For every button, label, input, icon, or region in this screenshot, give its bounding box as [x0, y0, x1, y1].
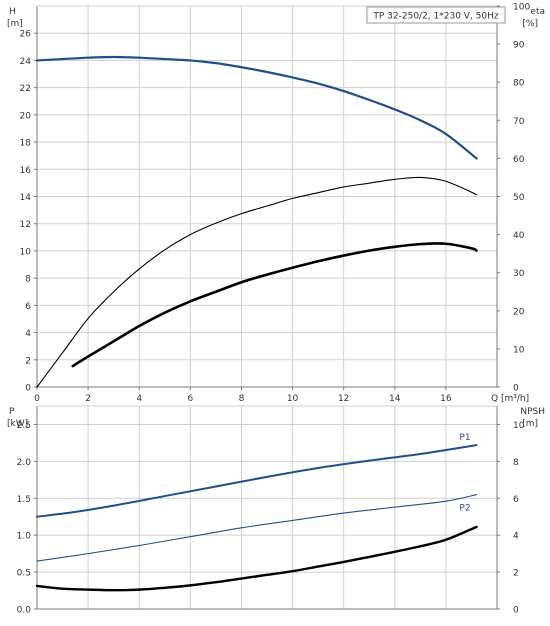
left-tick-label: 14: [20, 193, 32, 203]
power-npsh-panel: 0.0 0.5 1.0 1.5 2.0 2.5 0 2 4 6 8 10 P [kW] NPSH [m] P1 P…: [7, 405, 545, 616]
right-tick-label: 70: [513, 117, 525, 127]
left-tick-label: 1.0: [17, 532, 32, 542]
left-tick-label: 16: [20, 166, 32, 176]
series-label-p1: P1: [459, 433, 470, 443]
right-tick-label: 100: [513, 3, 530, 13]
right-tick-label: 10: [513, 345, 525, 355]
x-tick-label: 12: [338, 394, 349, 404]
x-tick-label: 14: [389, 394, 401, 404]
x-tick-label: 10: [287, 394, 299, 404]
left-tick-label: 18: [20, 139, 32, 149]
series-line-0-2: [71, 242, 478, 368]
left-axis-label: H: [9, 7, 16, 17]
left-axis-unit: [m]: [7, 19, 23, 29]
left-tick-label: 24: [20, 57, 32, 67]
right-tick-label: 20: [513, 307, 525, 317]
right-tick-label: 50: [513, 193, 525, 203]
right-tick-label: 90: [513, 41, 525, 51]
left-tick-label: 10: [20, 247, 32, 257]
x-tick-label: 8: [239, 394, 245, 404]
x-tick-label: 4: [136, 394, 142, 404]
left-tick-label: 0.0: [17, 606, 32, 616]
title-frame: [366, 6, 506, 24]
right-tick-label: 80: [513, 79, 525, 89]
left-tick-label: 20: [20, 111, 32, 121]
series-line-p1: [36, 444, 478, 518]
right-tick-label: 6: [513, 495, 519, 505]
left-tick-label: 2.0: [17, 458, 32, 468]
series-line-0-0: [35, 55, 478, 160]
left-tick-label: 1.5: [17, 495, 31, 505]
left-tick-label: 0.5: [17, 569, 31, 579]
right-tick-label: 40: [513, 231, 525, 241]
x-tick-label: 2: [85, 394, 91, 404]
right-axis-unit: [m]: [522, 419, 538, 429]
left-tick-label: 6: [25, 302, 31, 312]
left-axis-unit: [kW]: [7, 419, 28, 429]
series-line-p2: [36, 494, 478, 562]
chart-title: TP 32-250/2, 1*230 V, 50Hz: [372, 12, 499, 22]
left-tick-label: 4: [25, 329, 31, 339]
chart-title-box: TP 32-250/2, 1*230 V, 50Hz: [366, 6, 506, 24]
right-tick-label: 30: [513, 269, 525, 279]
left-tick-label: 8: [25, 275, 31, 285]
left-tick-label: 22: [20, 84, 31, 94]
series-line-0-1: [36, 176, 478, 388]
left-tick-label: 0: [25, 384, 31, 394]
right-tick-label: 10: [513, 421, 525, 431]
left-tick-label: 2.5: [17, 421, 31, 431]
right-axis-label: eta: [530, 7, 545, 17]
x-axis-label: Q [m³/h]: [491, 394, 529, 404]
x-tick-label: 16: [440, 394, 452, 404]
right-axis-label: NPSH: [520, 407, 545, 417]
left-axis-label: P: [9, 407, 15, 417]
right-tick-label: 4: [513, 532, 519, 542]
series-label-p2: P2: [459, 504, 470, 514]
series-line-1-2: [35, 525, 478, 592]
x-tick-label: 6: [187, 394, 193, 404]
left-tick-label: 26: [20, 30, 32, 40]
right-tick-label: 2: [513, 569, 519, 579]
head-efficiency-panel: 0246810121416182022242601020304050607080…: [7, 3, 545, 405]
x-tick-label: 0: [34, 394, 40, 404]
right-tick-label: 0: [513, 384, 519, 394]
left-tick-label: 2: [25, 356, 31, 366]
right-tick-label: 60: [513, 155, 525, 165]
left-tick-label: 12: [20, 220, 31, 230]
right-tick-label: 0: [513, 606, 519, 616]
right-axis-unit: [%]: [522, 19, 538, 29]
right-tick-label: 8: [513, 458, 519, 468]
